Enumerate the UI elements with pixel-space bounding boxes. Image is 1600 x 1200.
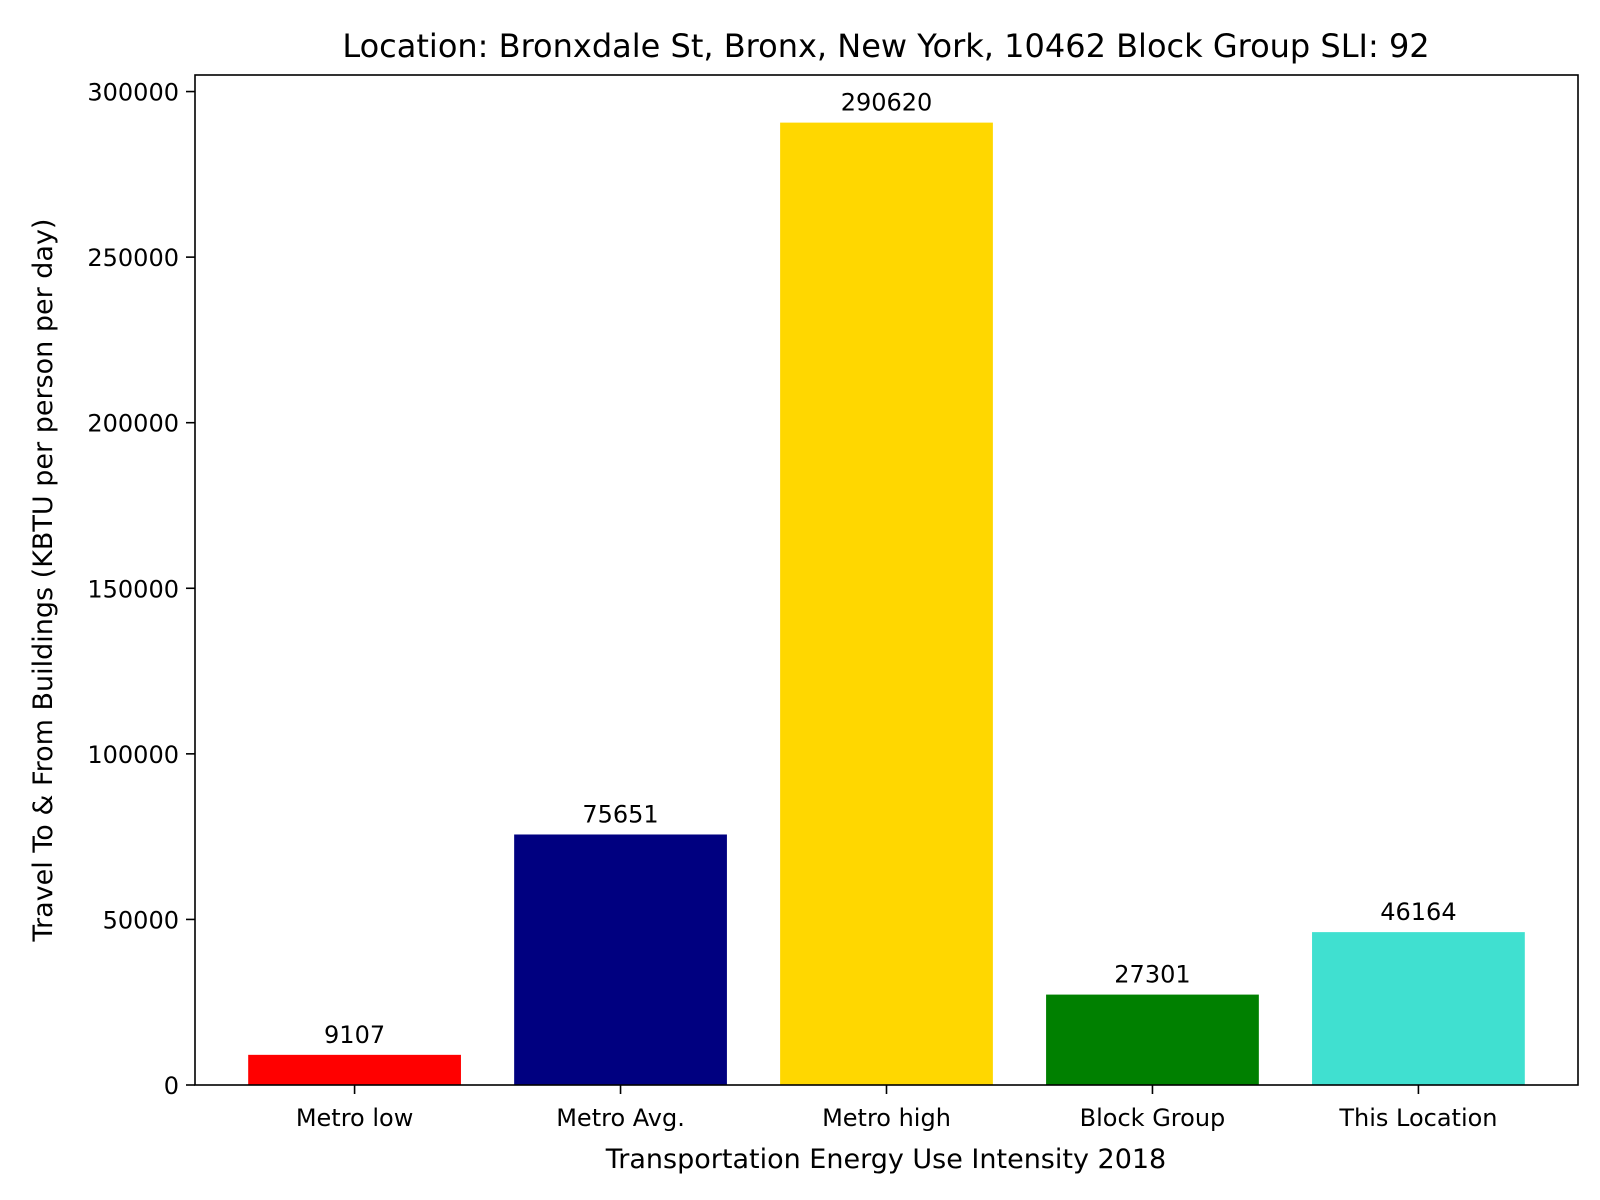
bar-block-group [1046,994,1259,1085]
x-axis-ticks: Metro low Metro Avg. Metro high Block Group… [296,1085,1498,1132]
bar-this-location [1312,932,1525,1085]
data-label-this-location: 46164 [1380,898,1456,926]
data-label-metro-high: 290620 [841,89,933,117]
y-tick-label-0: 0 [164,1072,179,1100]
x-axis-label: Transportation Energy Use Intensity 2018 [605,1144,1167,1175]
y-axis-ticks: 0 50000 100000 150000 200000 250000 300000 [87,79,195,1100]
y-tick-label-100000: 100000 [87,741,179,769]
x-tick-label-metro-high: Metro high [822,1104,951,1132]
x-tick-label-this-location: This Location [1338,1104,1497,1132]
bar-metro-avg [514,834,727,1085]
bars-group [248,122,1525,1085]
y-tick-label-150000: 150000 [87,575,179,603]
data-label-metro-avg: 75651 [582,800,658,828]
data-labels-group: 9107 75651 290620 27301 46164 [324,89,1457,1049]
bar-metro-low [248,1054,461,1085]
bar-metro-high [780,122,993,1085]
data-label-block-group: 27301 [1114,961,1190,989]
x-tick-label-metro-low: Metro low [296,1104,414,1132]
y-tick-label-300000: 300000 [87,79,179,107]
plot-area-frame [194,74,1579,1086]
y-tick-label-50000: 50000 [103,906,179,934]
chart-title: Location: Bronxdale St, Bronx, New York,… [342,27,1429,65]
x-tick-label-metro-avg: Metro Avg. [556,1104,685,1132]
data-label-metro-low: 9107 [324,1021,385,1049]
y-tick-label-250000: 250000 [87,244,179,272]
x-tick-label-block-group: Block Group [1080,1104,1226,1132]
y-tick-label-200000: 200000 [87,410,179,438]
y-axis-label: Travel To & From Buildings (KBTU per per… [28,219,59,943]
